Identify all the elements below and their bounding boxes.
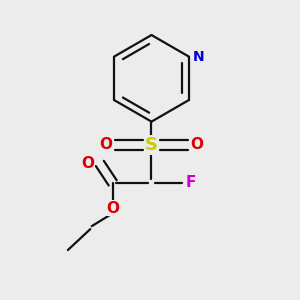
Text: S: S [145, 136, 158, 154]
Text: N: N [193, 50, 204, 64]
Text: F: F [186, 175, 196, 190]
Text: O: O [81, 156, 94, 171]
Text: O: O [106, 201, 119, 216]
Text: O: O [190, 137, 203, 152]
Text: O: O [100, 137, 113, 152]
